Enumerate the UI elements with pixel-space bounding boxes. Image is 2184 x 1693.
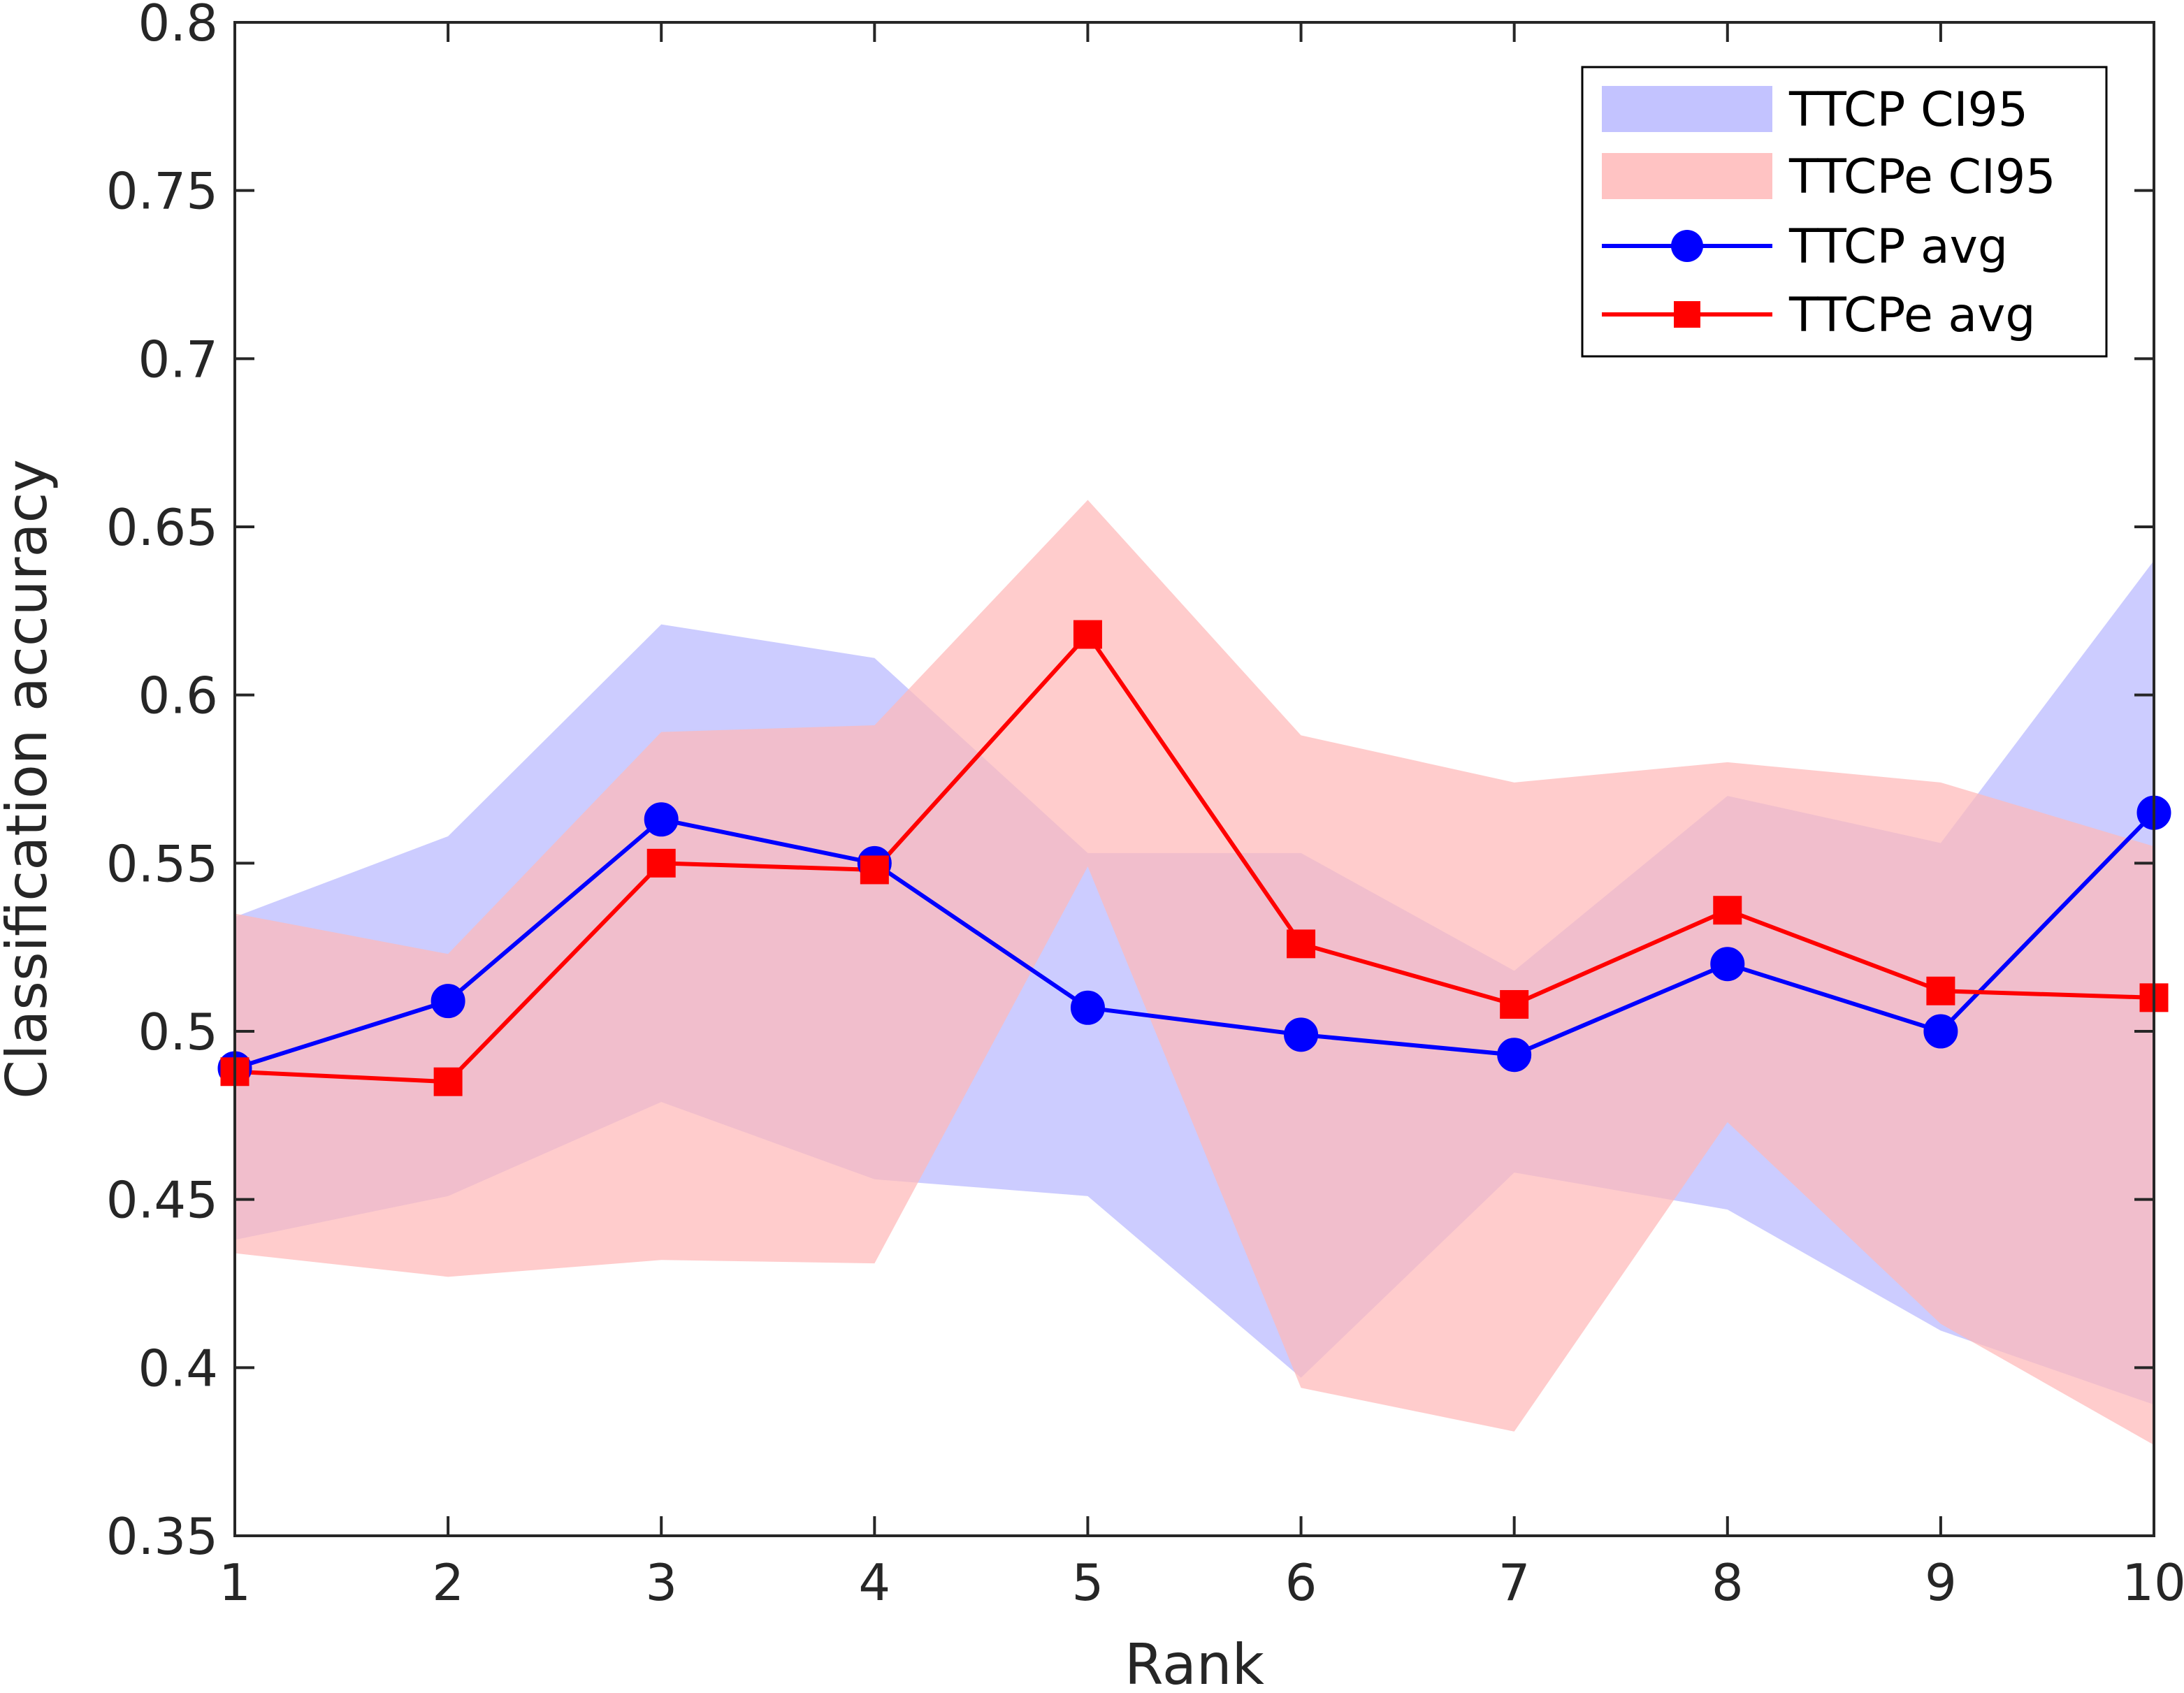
y-tick-label: 0.75 [106, 162, 218, 221]
legend-label-ttcpe-avg: TTCPe avg [1788, 288, 2035, 343]
series-lines [234, 632, 2156, 1084]
marker-ttcpe-avg-5 [1073, 620, 1102, 649]
legend-label-ttcp-avg: TTCP avg [1788, 219, 2008, 275]
legend-swatch-ttcp-ci95 [1602, 86, 1772, 132]
marker-ttcp-avg-3 [644, 802, 679, 837]
x-tick-label: 9 [1925, 1553, 1957, 1612]
marker-ttcpe-avg-8 [1713, 896, 1742, 925]
marker-ttcpe-avg-9 [1926, 976, 1955, 1005]
y-tick-label: 0.4 [138, 1339, 218, 1397]
x-tick-label: 5 [1072, 1553, 1104, 1612]
x-tick-label: 7 [1498, 1553, 1531, 1612]
legend: TTCP CI95 TTCPe CI95 TTCP avg TTCPe avg [1581, 66, 2108, 358]
marker-ttcpe-avg-6 [1287, 929, 1316, 959]
y-tick-label: 0.6 [138, 667, 218, 725]
x-axis-title: Rank [1124, 1632, 1265, 1693]
marker-ttcp-avg-7 [1497, 1038, 1532, 1073]
y-tick-label: 0.5 [138, 1003, 218, 1061]
line-ttcpe-avg [234, 632, 2155, 1084]
y-tick-label: 0.35 [106, 1507, 218, 1566]
ci-bands [235, 500, 2154, 1446]
marker-ttcpe-avg-7 [1500, 989, 1529, 1019]
marker-ttcp-avg-6 [1284, 1017, 1319, 1052]
marker-ttcp-avg-9 [1923, 1014, 1958, 1049]
legend-marker-ttcpe-avg [1674, 301, 1700, 328]
plot-frame [233, 21, 2155, 1537]
axis-ticks [233, 21, 2155, 1537]
y-tick-label: 0.45 [106, 1171, 218, 1230]
x-tick-label: 2 [432, 1553, 464, 1612]
x-tick-label: 3 [645, 1553, 677, 1612]
y-tick-label: 0.55 [106, 834, 218, 893]
marker-ttcpe-avg-2 [433, 1067, 463, 1096]
x-tick-label: 8 [1712, 1553, 1744, 1612]
x-tick-label: 6 [1285, 1553, 1317, 1612]
marker-ttcp-avg-2 [431, 984, 465, 1019]
marker-ttcpe-avg-4 [860, 855, 889, 885]
marker-ttcpe-avg-3 [646, 848, 676, 878]
legend-label-ttcpe-ci95: TTCPe CI95 [1788, 150, 2055, 205]
y-tick-label: 0.7 [138, 330, 218, 388]
x-tick-label: 4 [858, 1553, 890, 1612]
x-tick-label: 1 [219, 1553, 251, 1612]
legend-label-ttcp-ci95: TTCP CI95 [1788, 82, 2028, 138]
marker-ttcp-avg-8 [1710, 947, 1745, 982]
x-tick-label: 10 [2122, 1553, 2184, 1612]
y-tick-label: 0.8 [138, 0, 218, 52]
line-ttcp-avg [234, 811, 2156, 1070]
axis-tick-labels: 1 2 3 4 5 6 7 8 9 10 0.35 0.4 0.45 0.5 0.55 0.6 0.65 0.7 0… [106, 0, 2184, 1612]
y-axis-title: Classification accuracy [0, 459, 59, 1099]
y-tick-label: 0.65 [106, 498, 218, 557]
legend-marker-ttcp-avg [1671, 230, 1703, 262]
band-ttcpe-ci95 [235, 500, 2154, 1446]
marker-ttcp-avg-5 [1070, 990, 1105, 1025]
legend-swatch-ttcpe-ci95 [1602, 153, 1772, 199]
